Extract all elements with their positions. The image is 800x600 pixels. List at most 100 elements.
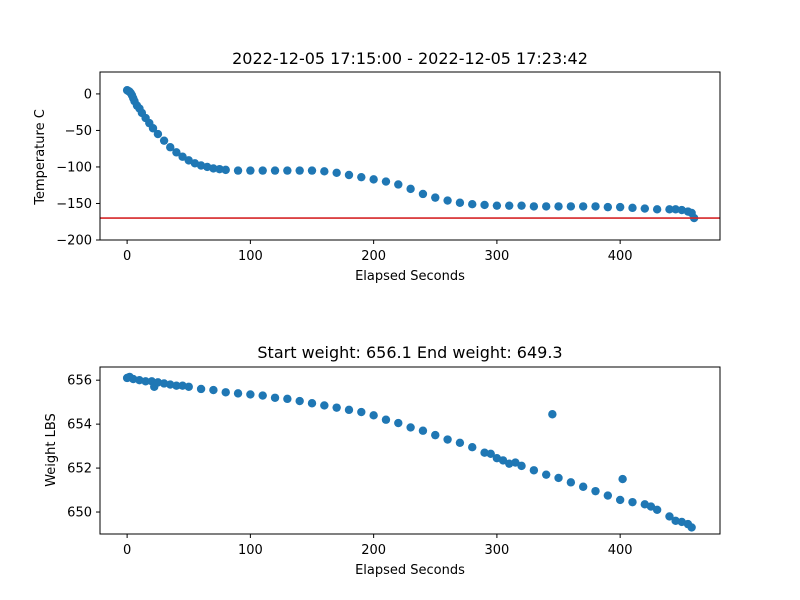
weight-data-point — [542, 470, 551, 479]
weight-data-point — [233, 389, 243, 398]
temperature-data-point — [505, 201, 514, 210]
weight-data-point — [687, 523, 696, 532]
weight-data-point — [270, 393, 280, 402]
temperature-plot-frame — [99, 71, 721, 241]
weight-data-point — [307, 399, 317, 408]
temperature-data-point — [166, 143, 175, 152]
temperature-y-tick-label: −200 — [56, 234, 92, 249]
weight-chart-title: Start weight: 656.1 End weight: 649.3 — [257, 343, 562, 362]
temperature-data-point — [492, 201, 502, 210]
weight-data-point — [320, 401, 329, 410]
weight-data-point — [529, 466, 539, 475]
weight-x-tick-label: 300 — [484, 543, 509, 558]
weight-y-tick-label: 656 — [67, 374, 92, 389]
temperature-data-point — [554, 202, 563, 211]
weight-data-point — [357, 407, 366, 417]
weight-data-point — [381, 415, 391, 424]
temperature-data-point — [357, 172, 366, 182]
weight-data-point — [172, 381, 181, 390]
weight-data-point — [646, 502, 656, 511]
temperature-data-point — [209, 164, 218, 173]
temperature-data-point — [566, 202, 576, 211]
weight-data-point — [406, 423, 415, 432]
weight-data-point — [196, 384, 206, 394]
weight-data-point — [431, 430, 440, 440]
weight-data-point — [209, 385, 218, 395]
temperature-data-point — [320, 167, 329, 176]
weight-data-point — [443, 435, 452, 444]
weight-data-point — [455, 438, 465, 448]
temperature-data-point — [283, 166, 292, 175]
weight-data-point — [548, 410, 557, 419]
temperature-data-point — [480, 200, 489, 210]
temperature-x-tick-label: 300 — [484, 249, 509, 264]
temperature-data-point — [381, 177, 391, 186]
temperature-data-point — [671, 205, 680, 214]
temperature-data-point — [418, 189, 428, 199]
weight-data-point — [468, 443, 477, 452]
temperature-data-point — [652, 205, 662, 214]
weight-data-point — [258, 391, 267, 400]
temperature-data-point — [406, 184, 415, 194]
temperature-data-point — [665, 205, 674, 214]
weight-plot-frame — [99, 366, 721, 535]
weight-data-point — [141, 377, 150, 386]
temperature-x-tick-label: 400 — [608, 249, 633, 264]
temperature-data-point — [443, 196, 452, 205]
weight-data-point — [511, 458, 520, 467]
weight-data-point — [498, 456, 508, 465]
temperature-data-point — [529, 202, 539, 211]
temperature-y-tick-label: 0 — [84, 87, 92, 102]
weight-data-point — [615, 495, 625, 505]
weight-data-point — [369, 411, 378, 420]
weight-data-point — [578, 482, 588, 491]
temperature-data-point — [394, 180, 403, 189]
weight-data-point — [591, 486, 600, 496]
temperature-data-point — [233, 166, 243, 175]
temperature-x-tick-label: 200 — [361, 249, 386, 264]
weight-data-point — [283, 394, 292, 404]
temperature-data-point — [215, 164, 224, 174]
temperature-data-point — [591, 202, 600, 211]
weight-chart: Start weight: 656.1 End weight: 649.3 El… — [44, 343, 721, 578]
weight-data-point — [486, 449, 495, 458]
weight-data-point — [344, 405, 354, 415]
temperature-data-point — [431, 193, 440, 202]
weight-x-tick-label: 0 — [123, 543, 131, 558]
temperature-data-point — [615, 202, 625, 212]
weight-y-tick-label: 654 — [67, 418, 92, 433]
temperature-y-tick-label: −100 — [56, 160, 92, 175]
weight-data-point — [603, 491, 613, 500]
temperature-data-point — [517, 201, 526, 210]
weight-points — [122, 372, 696, 532]
temperature-y-tick-label: −150 — [56, 197, 92, 212]
temperature-data-point — [369, 175, 378, 184]
weight-y-tick-label: 652 — [67, 462, 92, 477]
weight-data-point — [566, 478, 576, 487]
temperature-data-point — [178, 152, 187, 161]
temperature-data-point — [159, 136, 169, 145]
temperature-data-point — [542, 202, 551, 211]
weight-data-point — [246, 390, 255, 399]
temperature-y-axis-label: Temperature C — [33, 109, 48, 206]
temperature-chart-title: 2022-12-05 17:15:00 - 2022-12-05 17:23:4… — [232, 49, 588, 68]
temperature-data-point — [332, 168, 341, 177]
temperature-y-tick-label: −50 — [65, 124, 92, 139]
weight-data-point — [184, 382, 193, 391]
temperature-points — [122, 86, 699, 223]
weight-y-tick-label: 650 — [67, 506, 92, 521]
temperature-x-axis-label: Elapsed Seconds — [355, 269, 465, 284]
temperature-data-point — [153, 129, 163, 139]
weight-x-tick-label: 200 — [361, 543, 386, 558]
weight-x-axis-label: Elapsed Seconds — [355, 563, 465, 578]
weight-data-point — [652, 505, 662, 515]
temperature-data-point — [246, 166, 255, 175]
temperature-data-point — [307, 166, 317, 175]
weight-data-point — [295, 396, 304, 406]
weight-data-point — [418, 426, 428, 435]
weight-data-point — [618, 474, 627, 484]
weight-data-point — [554, 473, 563, 483]
temperature-data-point — [578, 202, 588, 211]
weight-y-axis-label: Weight LBS — [44, 413, 59, 487]
